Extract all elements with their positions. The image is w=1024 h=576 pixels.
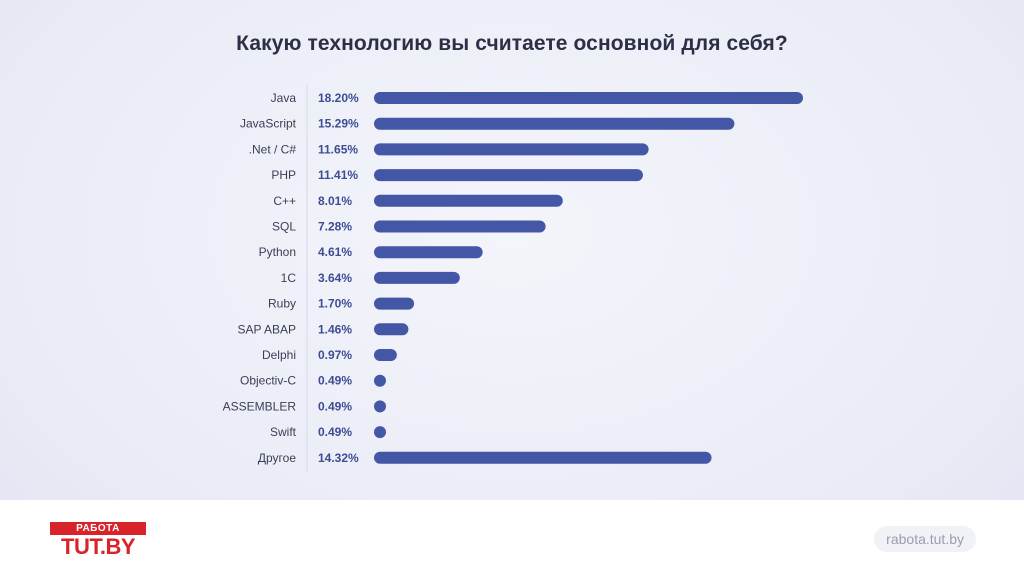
bar — [374, 92, 803, 104]
value-label: 0.49% — [318, 374, 352, 388]
bar — [374, 169, 643, 182]
bar — [374, 220, 546, 233]
category-label: Objectiv-C — [240, 374, 296, 388]
footer — [0, 500, 1024, 576]
category-label: 1C — [281, 271, 297, 285]
logo-top-text: РАБОТА — [50, 522, 146, 535]
value-label: 4.61% — [318, 245, 352, 259]
value-label: 7.28% — [318, 220, 352, 234]
category-label: ASSEMBLER — [223, 399, 297, 413]
category-label: C++ — [273, 194, 296, 208]
category-label: JavaScript — [240, 117, 297, 131]
category-label: Ruby — [268, 297, 296, 311]
site-link[interactable]: rabota.tut.by — [874, 526, 976, 552]
bar — [374, 349, 397, 361]
bar — [374, 323, 409, 336]
bar — [374, 374, 386, 387]
category-label: Swift — [270, 425, 297, 439]
rabota-tutby-logo[interactable]: РАБОТА TUT.BY — [50, 522, 146, 559]
bar — [374, 400, 386, 413]
category-label: PHP — [271, 168, 296, 182]
bar — [374, 246, 483, 259]
category-label: SQL — [272, 220, 296, 234]
logo-bottom-text: TUT.BY — [61, 534, 136, 559]
category-label: SAP ABAP — [238, 322, 296, 336]
bar — [374, 451, 712, 464]
category-label: Другое — [258, 451, 296, 465]
bar — [374, 271, 460, 284]
category-label: Python — [259, 245, 296, 259]
value-label: 1.70% — [318, 297, 352, 311]
value-label: 14.32% — [318, 451, 359, 465]
category-label: Delphi — [262, 348, 296, 362]
value-label: 15.29% — [318, 117, 359, 131]
bar — [374, 194, 563, 207]
value-label: 0.49% — [318, 399, 352, 413]
bar-chart: Java 18.20% JavaScript 15.29% .Net / C# 11.65… — [223, 84, 803, 472]
chart-title: Какую технологию вы считаете основной дл… — [236, 32, 788, 55]
value-label: 0.49% — [318, 425, 352, 439]
value-label: 11.41% — [318, 168, 358, 182]
category-label: .Net / C# — [249, 142, 297, 156]
value-label: 1.46% — [318, 322, 352, 336]
value-label: 0.97% — [318, 348, 352, 362]
value-label: 3.64% — [318, 271, 352, 285]
value-label: 8.01% — [318, 194, 352, 208]
value-label: 11.65% — [318, 142, 358, 156]
bar — [374, 117, 735, 130]
value-label: 18.20% — [318, 91, 359, 105]
bar — [374, 426, 386, 439]
bar — [374, 143, 649, 156]
bar — [374, 297, 415, 310]
category-label: Java — [271, 91, 297, 105]
